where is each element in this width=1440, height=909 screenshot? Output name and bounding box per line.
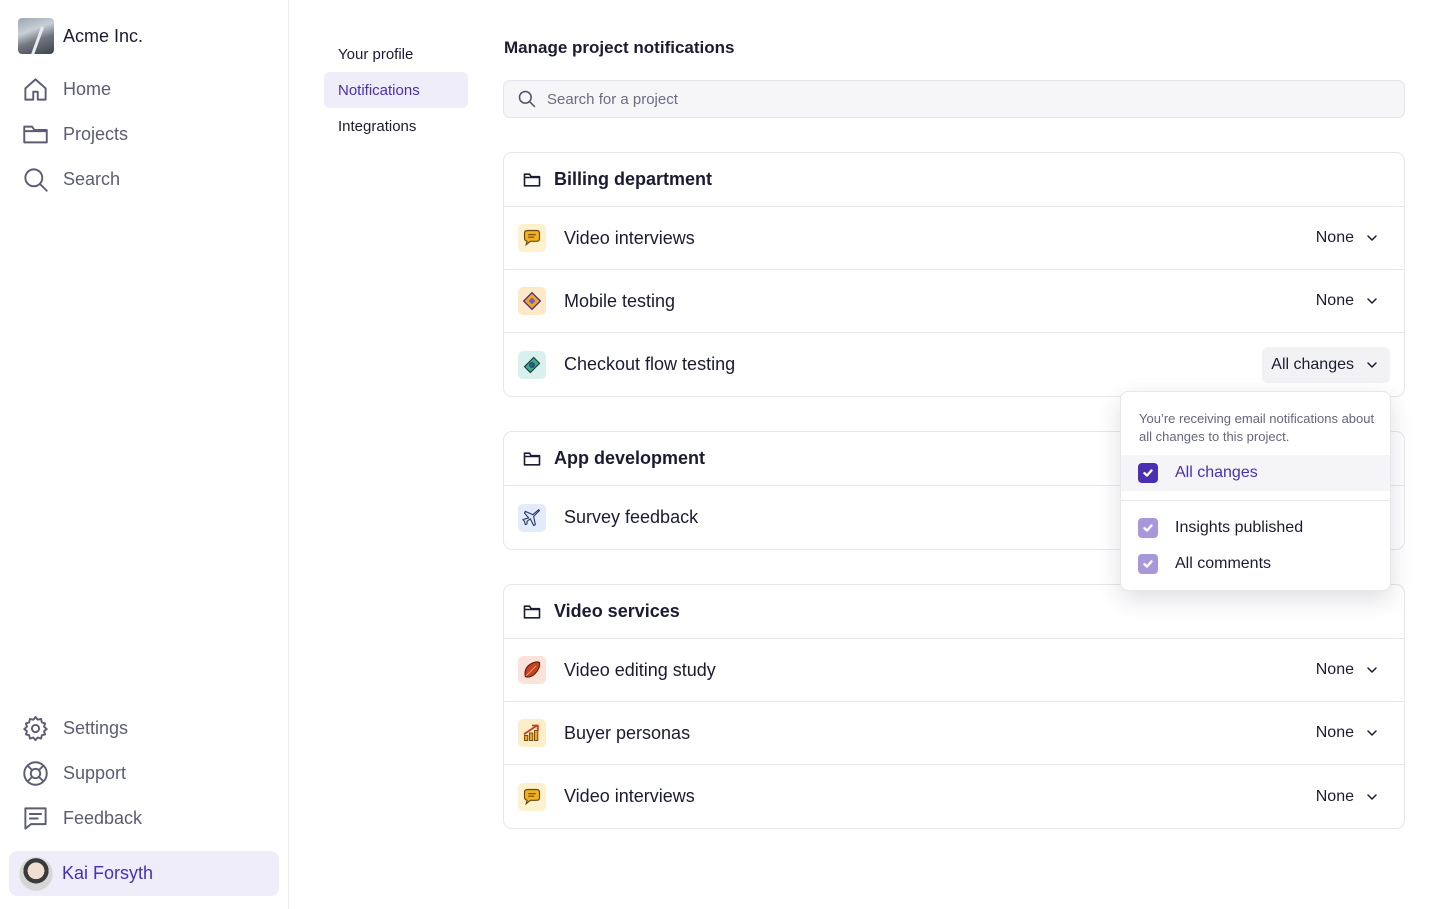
page-title: Manage project notifications — [504, 38, 735, 57]
option-label: All changes — [1175, 464, 1258, 481]
nav-settings-label: Settings — [63, 718, 129, 738]
search-icon — [518, 90, 536, 108]
chevron-down-icon — [1367, 298, 1377, 304]
chart-up-icon — [518, 719, 546, 747]
checkbox-checked[interactable] — [1138, 554, 1158, 574]
folder-icon — [523, 604, 541, 619]
nav-feedback-label: Feedback — [63, 808, 143, 828]
project-search-input[interactable] — [547, 90, 1367, 108]
chevron-down-icon — [1367, 361, 1377, 368]
chevron-down-icon — [1367, 667, 1377, 673]
notification-select[interactable]: None — [1307, 220, 1390, 256]
leaf-icon — [518, 656, 546, 684]
nav-feedback[interactable]: Feedback — [22, 805, 142, 832]
sidebar: Acme Inc. Home Projects Search Settings … — [0, 0, 289, 909]
project-row: Buyer personas None — [504, 702, 1404, 765]
notification-select-open[interactable]: All changes — [1262, 346, 1390, 383]
nav-search-label: Search — [63, 169, 121, 189]
group-header: Video services — [504, 585, 1404, 639]
nav-projects[interactable]: Projects — [22, 121, 128, 148]
divider — [1121, 500, 1390, 501]
group-title: App development — [554, 448, 706, 468]
banknote-icon — [518, 350, 546, 379]
chevron-down-icon — [1367, 730, 1377, 736]
group-header: App development — [504, 432, 1404, 486]
ticket-icon — [518, 287, 546, 315]
folder-icon — [523, 451, 541, 466]
check-icon — [1143, 524, 1153, 532]
folder-icon — [23, 125, 48, 144]
nav-projects-label: Projects — [63, 124, 129, 144]
nav-support[interactable]: Support — [22, 760, 126, 787]
project-row: Checkout flow testing All changes — [504, 333, 1404, 396]
project-name: Mobile testing — [564, 290, 676, 311]
org-switcher[interactable]: Acme Inc. — [18, 18, 143, 54]
message-icon — [24, 807, 47, 830]
option-label: Insights published — [1175, 519, 1304, 536]
subnav-integrations[interactable]: Integrations — [338, 117, 417, 135]
notification-select[interactable]: None — [1307, 283, 1390, 319]
check-icon — [1143, 560, 1153, 568]
notification-select-value: None — [1315, 661, 1354, 678]
org-name: Acme Inc. — [63, 25, 144, 46]
project-row: Video interviews None — [504, 765, 1404, 828]
notification-select-value: None — [1315, 292, 1354, 309]
nav-search[interactable]: Search — [22, 166, 120, 193]
group-title: Video services — [554, 601, 680, 621]
project-name: Buyer personas — [564, 722, 691, 743]
project-name: Video interviews — [564, 227, 695, 248]
group-header: Billing department — [504, 153, 1404, 207]
option-all-comments[interactable]: All comments — [1121, 546, 1390, 582]
lifebuoy-icon — [23, 761, 48, 786]
option-insights-published[interactable]: Insights published — [1121, 510, 1390, 546]
speech-bubble-icon — [518, 224, 546, 252]
notification-select[interactable]: None — [1307, 652, 1390, 688]
nav-home-label: Home — [63, 79, 112, 99]
user-name: Kai Forsyth — [62, 863, 154, 883]
notification-select-value: None — [1315, 724, 1354, 741]
project-group-video-services: Video services Video editing study None … — [503, 584, 1405, 829]
subnav-your-profile[interactable]: Your profile — [338, 45, 414, 63]
project-row: Video editing study None — [504, 639, 1404, 702]
notification-select-value: All changes — [1271, 355, 1354, 373]
airplane-icon — [518, 503, 546, 532]
project-name: Survey feedback — [564, 507, 699, 527]
project-row: Mobile testing None — [504, 270, 1404, 333]
checkbox-checked[interactable] — [1138, 518, 1158, 538]
project-name: Checkout flow testing — [564, 354, 736, 374]
project-row: Video interviews None — [504, 207, 1404, 270]
nav-support-label: Support — [63, 763, 127, 783]
option-all-changes[interactable]: All changes — [1121, 455, 1390, 491]
chevron-down-icon — [1367, 235, 1377, 241]
dropdown-description: You’re receiving email notifications abo… — [1139, 411, 1375, 444]
project-name: Video interviews — [564, 786, 695, 806]
notification-select-value: None — [1315, 787, 1354, 805]
current-user[interactable]: Kai Forsyth — [9, 851, 279, 896]
subnav-notifications[interactable]: Notifications — [324, 72, 468, 108]
folder-icon — [523, 172, 541, 187]
notification-select[interactable]: None — [1307, 779, 1390, 815]
gear-icon — [23, 716, 48, 742]
speech-bubble-icon — [518, 782, 546, 811]
nav-home[interactable]: Home — [22, 76, 111, 103]
search-icon — [24, 168, 48, 192]
project-name: Video editing study — [564, 659, 716, 680]
chevron-down-icon — [1367, 793, 1377, 800]
project-group-billing: Billing department Video interviews None… — [503, 152, 1405, 397]
check-icon — [1143, 469, 1153, 477]
nav-settings[interactable]: Settings — [22, 715, 128, 742]
project-search — [503, 80, 1405, 118]
notification-dropdown: You’re receiving email notifications abo… — [1120, 391, 1391, 591]
group-title: Billing department — [554, 169, 713, 189]
project-row: Survey feedback — [504, 486, 1404, 549]
home-icon — [24, 78, 47, 101]
option-label: All comments — [1175, 555, 1272, 572]
avatar — [19, 856, 53, 891]
notification-select-value: None — [1315, 229, 1354, 246]
checkbox-checked[interactable] — [1138, 463, 1158, 483]
notification-select[interactable]: None — [1307, 715, 1390, 751]
org-logo — [18, 18, 54, 54]
